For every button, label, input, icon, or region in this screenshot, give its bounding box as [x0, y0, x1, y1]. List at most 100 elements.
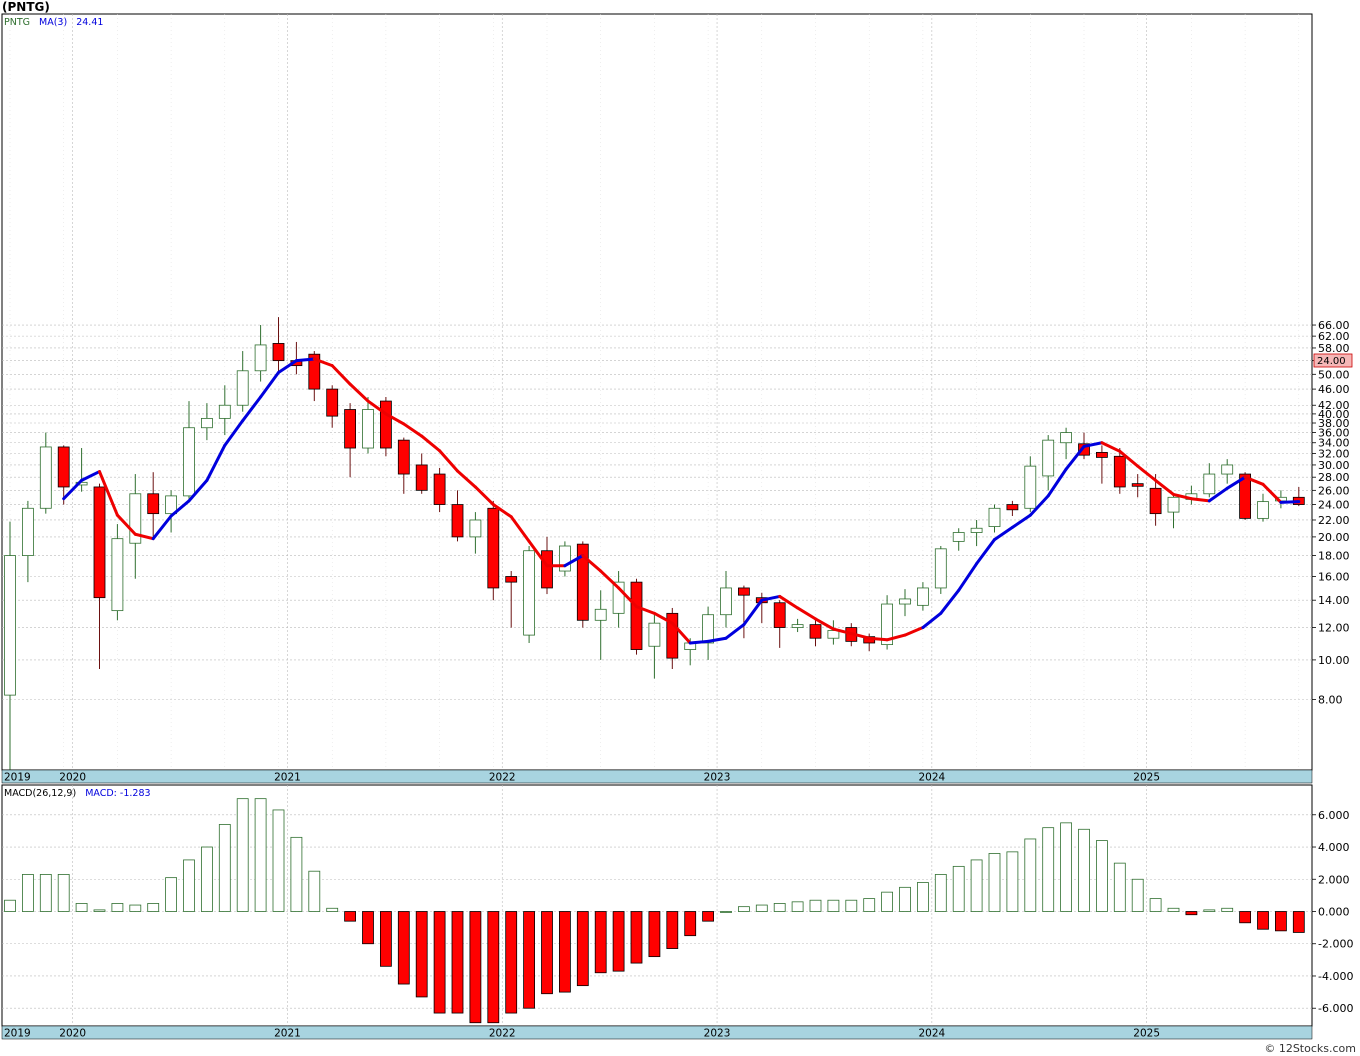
macd-bar — [129, 904, 142, 912]
candle-body — [952, 532, 965, 542]
candle-body — [21, 507, 34, 556]
ma-segment — [1010, 513, 1032, 529]
candle-body — [809, 624, 822, 639]
price-y-tick-label: 66.00 — [1318, 319, 1350, 332]
ma-segment — [1064, 444, 1086, 471]
macd-bar — [1185, 911, 1198, 916]
ma-segment — [724, 623, 746, 640]
ma-segment — [312, 357, 334, 368]
ma-segment — [456, 469, 477, 489]
svg-text:MACD(26,12,9) MACD: -1: MACD(26,12,9) MACD: -1.283 — [4, 788, 151, 799]
ma-segment — [348, 382, 370, 403]
macd-bar — [200, 846, 213, 912]
candle-body — [129, 493, 142, 544]
ma-segment — [330, 364, 352, 386]
price-y-tick-label: 50.00 — [1318, 368, 1350, 381]
macd-bar — [1042, 827, 1055, 912]
candle-body — [702, 614, 714, 644]
macd-y-tick-label: -2.000 — [1318, 938, 1353, 951]
ma-segment — [670, 621, 692, 645]
macd-bar — [218, 824, 231, 912]
candle-body — [881, 603, 893, 646]
macd-bar — [1113, 862, 1126, 912]
macd-bar — [308, 870, 321, 912]
ma-segment — [509, 515, 531, 543]
macd-bar — [899, 886, 911, 912]
macd-bar — [1203, 909, 1216, 912]
candle-body — [57, 446, 70, 488]
ma-segment — [527, 539, 549, 568]
candle-body — [39, 446, 52, 509]
price-y-tick-label: 14.00 — [1318, 594, 1350, 607]
candle-body — [738, 587, 750, 596]
macd-bar — [952, 865, 965, 912]
ma-segment — [1028, 494, 1050, 517]
macd-bar — [1221, 907, 1234, 912]
candle-body — [612, 581, 625, 614]
macd-bar — [594, 911, 607, 974]
candle-body — [254, 344, 267, 372]
price-y-tick-label: 38.00 — [1318, 417, 1350, 430]
macd-bar — [917, 882, 929, 912]
candle-body — [1221, 464, 1234, 475]
candle-body — [218, 404, 231, 419]
macd-bar — [1060, 822, 1072, 912]
ma-segment — [187, 478, 209, 503]
ma-segment — [1261, 482, 1283, 504]
ma-segment — [402, 422, 424, 438]
ma-segment — [1118, 449, 1140, 468]
macd-bar — [147, 903, 160, 912]
ma-segment — [635, 605, 656, 615]
macd-bar — [630, 911, 643, 964]
macd-bar — [666, 911, 679, 949]
ma-segment — [921, 611, 943, 630]
macd-bar — [487, 911, 500, 1024]
ma-segment — [1100, 441, 1122, 453]
macd-bar — [863, 898, 876, 912]
macd-bar — [1078, 828, 1090, 912]
macd-y-tick-label: -4.000 — [1318, 970, 1353, 983]
ma-segment — [1172, 492, 1193, 501]
ma-segment — [778, 594, 800, 610]
ma-segment — [867, 636, 889, 642]
ma-segment — [169, 499, 191, 518]
macd-bar — [75, 903, 88, 912]
macd-bar — [469, 911, 482, 1024]
price-y-tick-label: 20.00 — [1318, 531, 1350, 544]
price-y-tick-label: 24.00 — [1318, 499, 1350, 512]
ma-segment — [849, 632, 871, 640]
macd-bar — [755, 904, 768, 912]
macd-bar — [362, 911, 374, 945]
last-price-value: 24.00 — [1317, 356, 1346, 367]
legend-ma-value: 24.41 — [76, 17, 103, 28]
macd-bar — [111, 903, 124, 912]
macd-bar — [523, 911, 535, 1009]
candle-body — [93, 486, 106, 599]
ma-segment — [563, 554, 585, 568]
price-y-tick-label: 36.00 — [1318, 427, 1350, 440]
price-y-tick-label: 58.00 — [1318, 342, 1350, 355]
macd-bar — [1006, 851, 1019, 912]
macd-bar — [236, 798, 249, 912]
macd-x-tick-label: 2024 — [918, 1028, 945, 1040]
macd-bar — [809, 899, 822, 912]
macd-bar — [21, 874, 34, 912]
price-y-tick-label: 28.00 — [1318, 471, 1350, 484]
candle-body — [1131, 483, 1144, 487]
macd-bars — [4, 798, 1305, 1024]
macd-bar — [344, 911, 357, 922]
ma-segment — [652, 611, 674, 625]
macd-y-tick-label: 2.000 — [1318, 873, 1350, 886]
ma-segment — [205, 443, 227, 482]
candle-body — [272, 343, 285, 362]
price-y-tick-label: 32.00 — [1318, 447, 1350, 460]
candle-body — [147, 493, 160, 515]
ma-segment — [993, 525, 1014, 542]
price-x-tick-label: 2023 — [704, 772, 731, 784]
chart-title: (PNTG) — [2, 0, 50, 14]
ma-segment — [133, 532, 155, 541]
macd-y-tick-label: -6.000 — [1318, 1002, 1353, 1015]
ma-segment — [223, 419, 245, 447]
macd-bar — [1149, 898, 1162, 912]
macd-bar — [1024, 838, 1037, 912]
